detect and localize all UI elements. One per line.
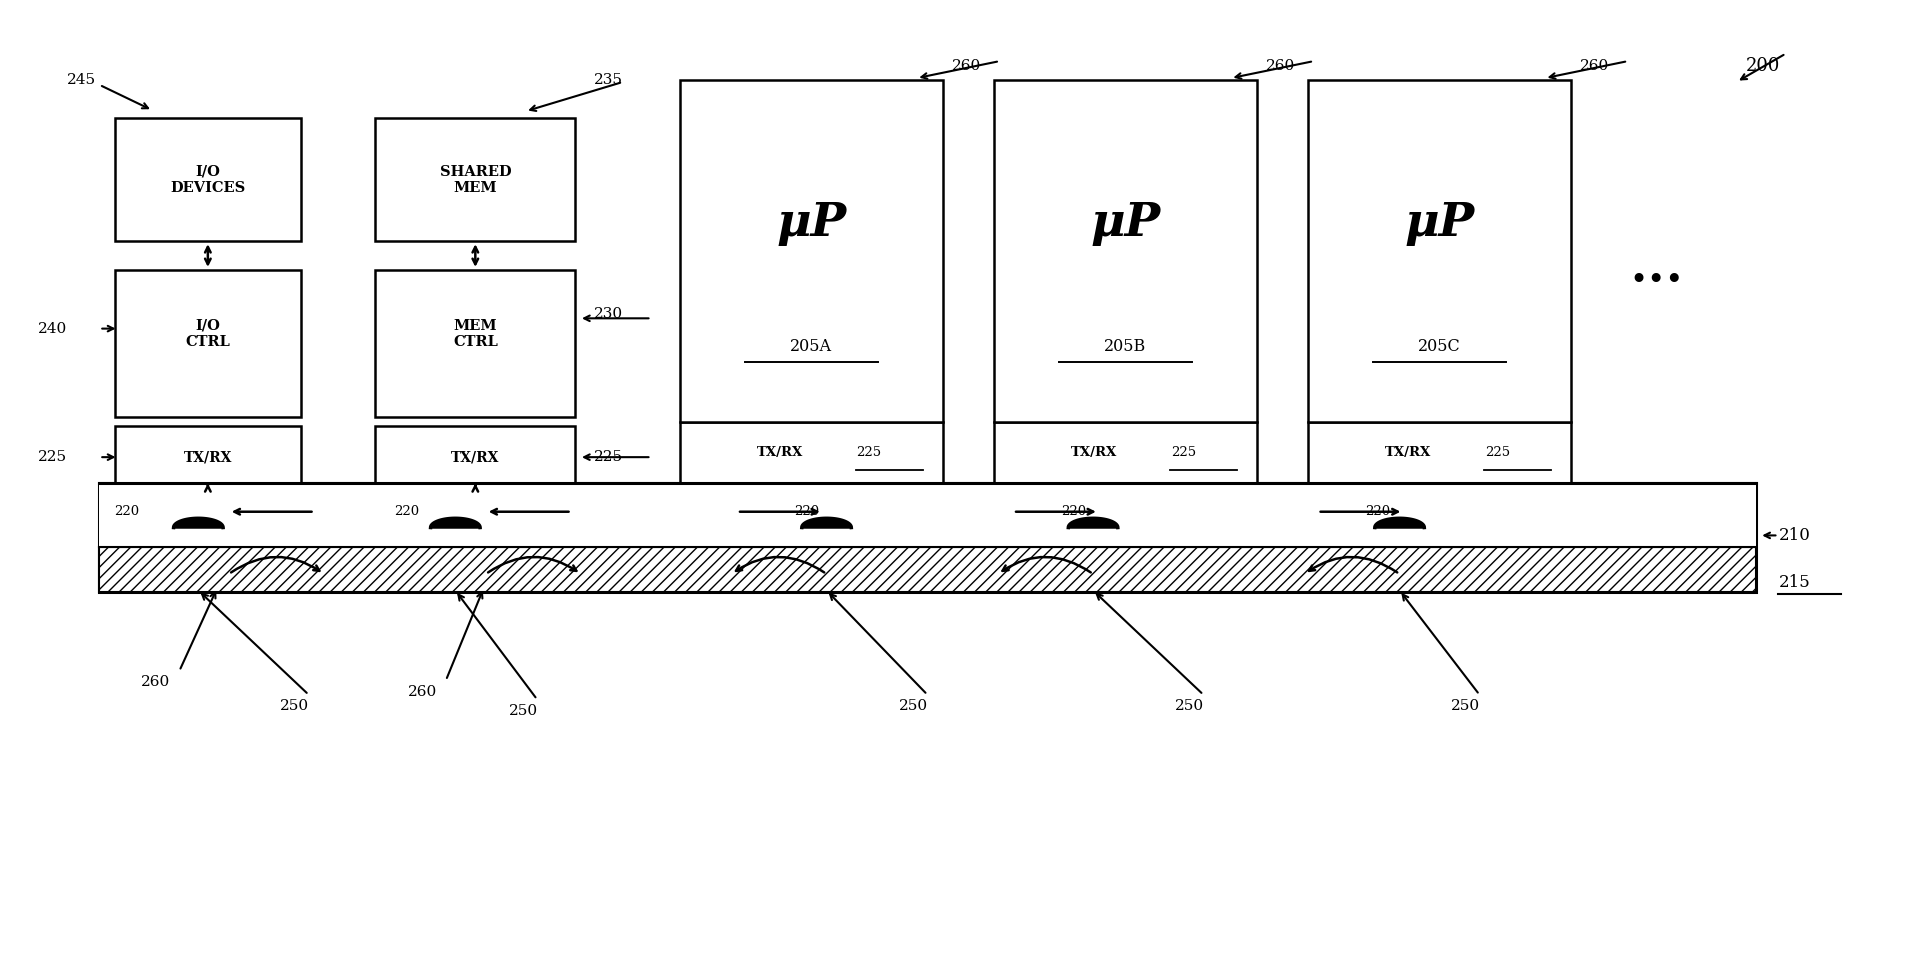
Text: 250: 250	[509, 704, 537, 718]
FancyBboxPatch shape	[375, 426, 576, 488]
Text: 210: 210	[1778, 527, 1811, 544]
Text: 225: 225	[1486, 446, 1510, 459]
Text: 225: 225	[857, 446, 881, 459]
Text: TX/RX: TX/RX	[451, 450, 499, 464]
FancyBboxPatch shape	[681, 80, 943, 422]
Text: 260: 260	[141, 676, 170, 689]
Text: 220: 220	[1061, 505, 1086, 519]
Text: 250: 250	[1451, 700, 1480, 713]
Text: 220: 220	[793, 505, 820, 519]
Text: SHARED
MEM: SHARED MEM	[440, 165, 511, 195]
Text: 250: 250	[899, 700, 927, 713]
Text: 260: 260	[407, 685, 438, 699]
Text: 205B: 205B	[1105, 338, 1147, 355]
Text: 220: 220	[1365, 505, 1390, 519]
Text: TX/RX: TX/RX	[1384, 446, 1430, 459]
FancyBboxPatch shape	[115, 426, 300, 488]
Text: 205A: 205A	[790, 338, 832, 355]
Text: 225: 225	[595, 450, 623, 464]
Text: 250: 250	[1174, 700, 1205, 713]
FancyBboxPatch shape	[99, 483, 1755, 592]
Text: I/O
DEVICES: I/O DEVICES	[170, 165, 245, 195]
FancyBboxPatch shape	[375, 270, 576, 417]
Text: •••: •••	[1629, 266, 1684, 298]
Text: 235: 235	[595, 73, 623, 87]
Text: TX/RX: TX/RX	[757, 446, 803, 459]
Text: 215: 215	[1778, 574, 1811, 591]
FancyBboxPatch shape	[115, 270, 300, 417]
Text: 220: 220	[115, 505, 140, 519]
Text: 225: 225	[1170, 446, 1195, 459]
Text: 230: 230	[595, 307, 623, 321]
FancyBboxPatch shape	[99, 546, 1755, 592]
Text: 250: 250	[281, 700, 310, 713]
Text: MEM
CTRL: MEM CTRL	[453, 319, 497, 349]
FancyBboxPatch shape	[1308, 422, 1572, 483]
Text: 260: 260	[952, 58, 981, 73]
Text: 245: 245	[67, 73, 96, 87]
FancyBboxPatch shape	[994, 80, 1256, 422]
FancyBboxPatch shape	[681, 422, 943, 483]
FancyBboxPatch shape	[994, 422, 1256, 483]
Text: μP: μP	[1090, 201, 1161, 247]
FancyBboxPatch shape	[99, 483, 1755, 546]
Text: μP: μP	[776, 201, 847, 247]
Text: 240: 240	[38, 322, 67, 336]
Text: 225: 225	[38, 450, 67, 464]
Text: I/O
CTRL: I/O CTRL	[185, 319, 229, 349]
Text: μP: μP	[1405, 201, 1474, 247]
Text: 220: 220	[394, 505, 419, 519]
Text: 200: 200	[1746, 56, 1780, 75]
FancyBboxPatch shape	[115, 118, 300, 241]
FancyBboxPatch shape	[1308, 80, 1572, 422]
Text: 260: 260	[1581, 58, 1610, 73]
Text: TX/RX: TX/RX	[184, 450, 231, 464]
Text: TX/RX: TX/RX	[1071, 446, 1117, 459]
Text: 260: 260	[1266, 58, 1296, 73]
Text: 205C: 205C	[1419, 338, 1461, 355]
FancyBboxPatch shape	[375, 118, 576, 241]
